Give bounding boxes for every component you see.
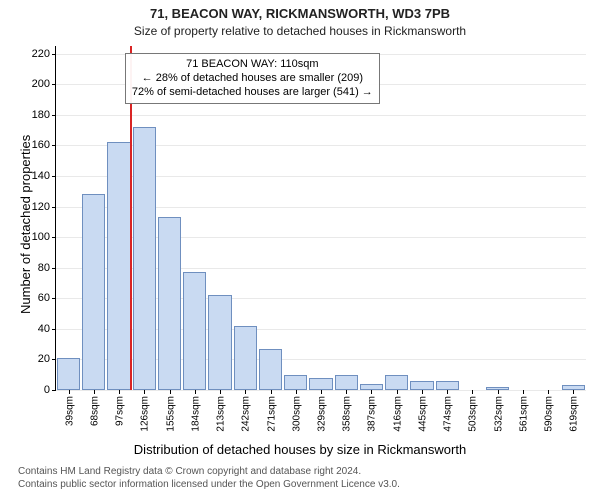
y-tick-label: 200: [32, 78, 56, 90]
x-tick-mark: [245, 390, 246, 394]
chart-subtitle: Size of property relative to detached ho…: [0, 24, 600, 38]
histogram-bar: [208, 295, 231, 390]
histogram-bar: [436, 381, 459, 390]
histogram-bar: [309, 378, 332, 390]
x-tick-mark: [346, 390, 347, 394]
x-tick-label: 97sqm: [113, 396, 126, 426]
y-tick-label: 80: [38, 262, 56, 274]
x-tick-mark: [170, 390, 171, 394]
x-tick-mark: [220, 390, 221, 394]
annotation-line-3: 72% of semi-detached houses are larger (…: [132, 85, 373, 99]
x-tick-label: 184sqm: [188, 396, 201, 432]
chart-title: 71, BEACON WAY, RICKMANSWORTH, WD3 7PB: [0, 6, 600, 21]
y-tick-label: 140: [32, 170, 56, 182]
x-tick-mark: [271, 390, 272, 394]
x-tick-mark: [371, 390, 372, 394]
x-tick-mark: [472, 390, 473, 394]
x-tick-mark: [548, 390, 549, 394]
x-tick-label: 358sqm: [340, 396, 353, 432]
x-tick-label: 532sqm: [491, 396, 504, 432]
histogram-bar: [335, 375, 358, 390]
x-tick-label: 126sqm: [138, 396, 151, 432]
x-tick-mark: [422, 390, 423, 394]
chart-container: 71, BEACON WAY, RICKMANSWORTH, WD3 7PB S…: [0, 0, 600, 500]
histogram-bar: [133, 127, 156, 390]
y-tick-label: 40: [38, 323, 56, 335]
x-tick-mark: [94, 390, 95, 394]
annotation-line-1: 71 BEACON WAY: 110sqm: [132, 57, 373, 71]
gridline: [56, 115, 586, 116]
x-tick-mark: [397, 390, 398, 394]
x-tick-mark: [119, 390, 120, 394]
x-tick-label: 300sqm: [289, 396, 302, 432]
x-tick-label: 271sqm: [264, 396, 277, 432]
x-tick-label: 561sqm: [516, 396, 529, 432]
x-tick-label: 416sqm: [390, 396, 403, 432]
x-tick-label: 39sqm: [62, 396, 75, 426]
x-tick-label: 242sqm: [239, 396, 252, 432]
histogram-bar: [158, 217, 181, 390]
y-tick-label: 220: [32, 48, 56, 60]
histogram-bar: [82, 194, 105, 390]
x-tick-label: 68sqm: [87, 396, 100, 426]
y-tick-label: 100: [32, 231, 56, 243]
y-tick-label: 20: [38, 353, 56, 365]
x-tick-label: 474sqm: [441, 396, 454, 432]
footer-line-1: Contains HM Land Registry data © Crown c…: [18, 466, 400, 479]
x-tick-mark: [498, 390, 499, 394]
x-tick-mark: [447, 390, 448, 394]
x-tick-mark: [296, 390, 297, 394]
footer-line-2: Contains public sector information licen…: [18, 479, 400, 492]
footer-attribution: Contains HM Land Registry data © Crown c…: [18, 466, 400, 491]
x-tick-label: 329sqm: [315, 396, 328, 432]
y-tick-label: 0: [44, 384, 56, 396]
histogram-bar: [410, 381, 433, 390]
x-tick-mark: [69, 390, 70, 394]
y-tick-label: 160: [32, 139, 56, 151]
x-tick-label: 213sqm: [214, 396, 227, 432]
x-tick-mark: [523, 390, 524, 394]
annotation-box: 71 BEACON WAY: 110sqm← 28% of detached h…: [125, 53, 380, 104]
x-tick-mark: [573, 390, 574, 394]
histogram-bar: [107, 142, 130, 390]
annotation-line-2: ← 28% of detached houses are smaller (20…: [132, 71, 373, 85]
y-tick-label: 120: [32, 201, 56, 213]
x-axis-label: Distribution of detached houses by size …: [0, 442, 600, 457]
x-tick-label: 619sqm: [567, 396, 580, 432]
histogram-bar: [385, 375, 408, 390]
x-tick-label: 155sqm: [163, 396, 176, 432]
histogram-bar: [284, 375, 307, 390]
x-tick-label: 445sqm: [415, 396, 428, 432]
x-tick-mark: [195, 390, 196, 394]
x-tick-label: 387sqm: [365, 396, 378, 432]
y-tick-label: 60: [38, 292, 56, 304]
x-tick-mark: [144, 390, 145, 394]
x-tick-label: 503sqm: [466, 396, 479, 432]
histogram-bar: [234, 326, 257, 390]
x-tick-mark: [321, 390, 322, 394]
plot-area: 02040608010012014016018020022039sqm68sqm…: [55, 46, 586, 391]
y-tick-label: 180: [32, 109, 56, 121]
histogram-bar: [57, 358, 80, 390]
x-tick-label: 590sqm: [542, 396, 555, 432]
histogram-bar: [259, 349, 282, 390]
histogram-bar: [183, 272, 206, 390]
y-axis-label: Number of detached properties: [18, 135, 33, 314]
